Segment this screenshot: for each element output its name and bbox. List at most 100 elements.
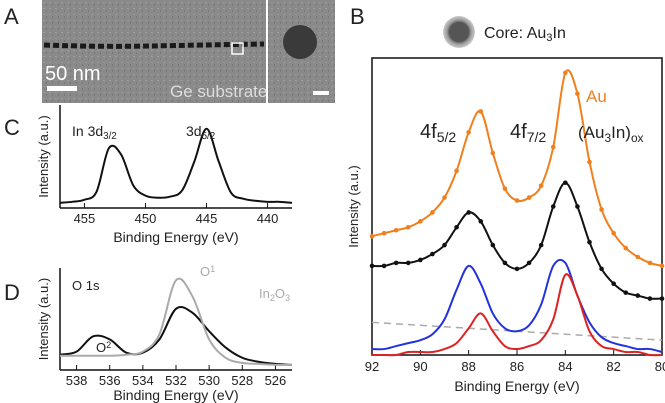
series-marker — [430, 251, 435, 257]
x-axis-label: Binding Energy (eV) — [113, 387, 238, 403]
series-marker — [381, 230, 387, 236]
annotation: O2 — [96, 340, 111, 355]
series-marker — [490, 150, 496, 156]
label-part: 5/2 — [437, 129, 457, 145]
annotation: 3d5/2 — [186, 123, 215, 142]
label-part: In — [259, 286, 270, 301]
x-tick-label: 84 — [558, 359, 572, 374]
annotation: (Au3In)ox — [578, 123, 644, 145]
series-marker — [454, 224, 459, 230]
series-line — [371, 258, 663, 354]
x-tick-label: 80 — [655, 359, 665, 374]
label-part: 3 — [546, 32, 552, 44]
series-marker — [538, 183, 544, 189]
panel-label: D — [4, 280, 20, 305]
x-axis-label: Binding Energy (eV) — [113, 229, 238, 245]
label-part: O — [200, 264, 210, 279]
series-marker — [599, 207, 604, 212]
scale-label: 50 nm — [45, 63, 101, 85]
label-part: 3 — [285, 293, 290, 303]
annotation: In2O3 — [259, 286, 290, 303]
tem-image: 50 nm Ge substrate — [42, 0, 267, 103]
label-part: Core: Au — [484, 25, 546, 42]
series-marker — [575, 91, 580, 96]
series-marker — [418, 257, 423, 263]
x-tick-label: 538 — [66, 373, 88, 388]
series-marker — [563, 70, 568, 76]
label-part: In 3d — [72, 123, 103, 139]
label-part: 4f — [420, 121, 437, 143]
series-marker — [647, 260, 653, 266]
series-marker — [502, 186, 508, 191]
tem-zoom — [268, 0, 335, 103]
label-part: In — [553, 25, 566, 42]
x-tick-label: 534 — [132, 373, 154, 388]
series-marker — [405, 260, 411, 266]
series-marker — [514, 198, 520, 203]
x-tick-label: 455 — [74, 211, 96, 226]
x-tick-label: 530 — [198, 373, 220, 388]
x-tick-label: 445 — [196, 211, 218, 226]
annotation: O 1s — [72, 278, 100, 293]
label-part: 2 — [270, 293, 275, 303]
label-part: 3d — [186, 123, 202, 139]
series-marker — [659, 296, 665, 301]
y-axis-label: Intensity (a.u.) — [346, 165, 361, 247]
series-marker — [563, 180, 568, 186]
series-marker — [514, 266, 520, 272]
label-part: O — [275, 286, 285, 301]
annotation: 4f5/2 — [420, 121, 456, 145]
series-marker — [623, 245, 629, 251]
annotation: In 3d3/2 — [72, 123, 117, 142]
series-marker — [611, 230, 616, 236]
substrate-label: Ge substrate — [170, 82, 267, 101]
series-marker — [635, 254, 641, 260]
y-axis-label: Intensity (a.u.) — [36, 278, 51, 360]
series-marker — [659, 263, 665, 269]
x-tick-label: 528 — [231, 373, 253, 388]
series-marker — [587, 159, 592, 165]
label-part: ox — [631, 131, 644, 145]
series-marker — [490, 242, 496, 248]
series-marker — [538, 242, 544, 248]
label-part: Au — [586, 87, 607, 106]
x-tick-label: 86 — [510, 359, 524, 374]
series-marker — [442, 242, 447, 248]
series-marker — [369, 263, 375, 269]
series-marker — [599, 266, 604, 272]
series-marker — [502, 260, 508, 266]
series-marker — [647, 296, 653, 301]
panel-label: C — [4, 115, 20, 140]
y-axis-label: Intensity (a.u.) — [36, 115, 51, 197]
series-marker — [393, 227, 399, 233]
label-part: 3/2 — [103, 131, 117, 142]
panel-label: A — [4, 4, 19, 29]
x-tick-label: 536 — [99, 373, 121, 388]
label-part: 3 — [604, 131, 611, 145]
core-legend: Core: Au3In — [443, 16, 566, 48]
core-label: Core: Au3In — [484, 25, 566, 44]
plot-frame — [371, 57, 663, 356]
label-part: O 1s — [72, 278, 100, 293]
series-marker — [478, 219, 484, 224]
x-tick-label: 92 — [365, 359, 379, 374]
series-line — [59, 306, 293, 366]
series-marker — [478, 109, 484, 114]
annotation: 4f7/2 — [510, 121, 546, 145]
series-line — [60, 277, 293, 366]
series-marker — [454, 168, 459, 174]
label-part: 2 — [106, 340, 111, 350]
annotation: Au — [586, 87, 607, 106]
series-marker — [405, 224, 411, 230]
x-tick-label: 532 — [165, 373, 187, 388]
x-tick-label: 82 — [606, 359, 620, 374]
series-line — [371, 69, 663, 267]
label-part: O — [96, 340, 106, 355]
label-part: In) — [611, 123, 631, 142]
series-marker — [550, 144, 556, 150]
series-marker — [369, 233, 375, 239]
x-tick-label: 88 — [461, 359, 475, 374]
annotation: O1 — [200, 264, 215, 279]
series-marker — [611, 281, 616, 287]
